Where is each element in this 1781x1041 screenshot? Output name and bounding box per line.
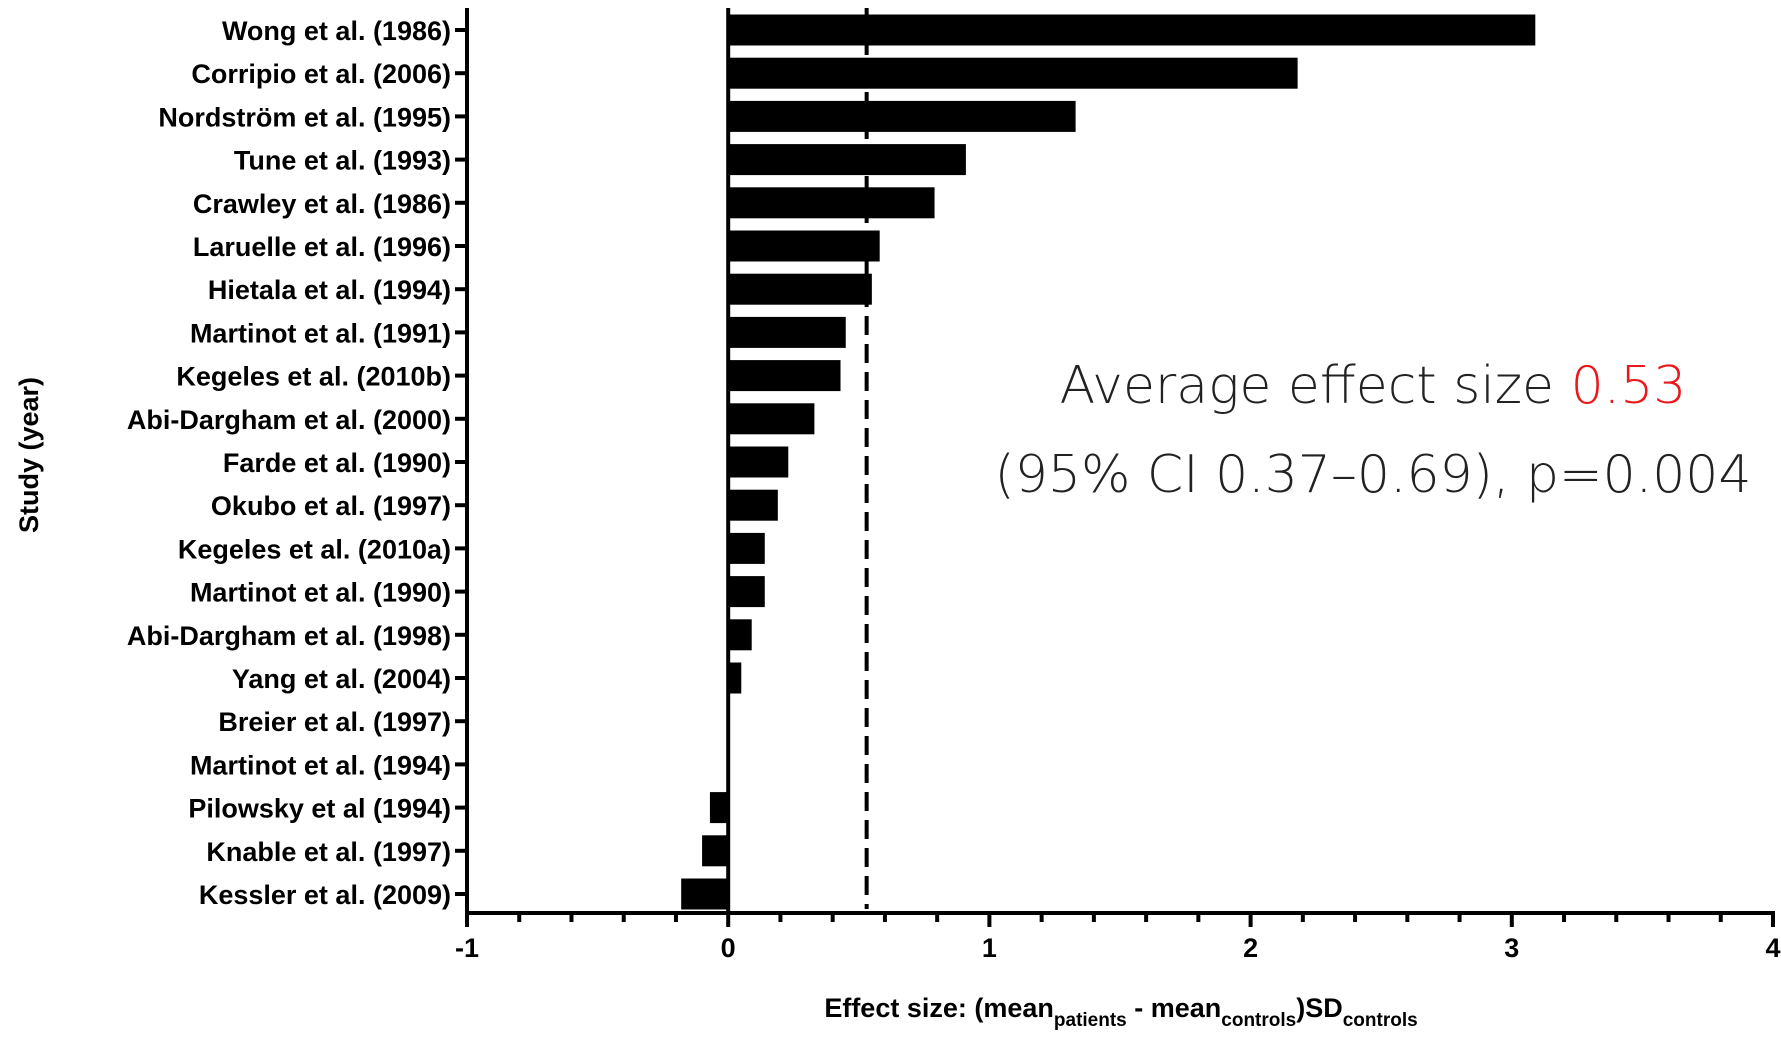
x-axis-title-sub-patients: patients — [1054, 1010, 1127, 1031]
bar — [728, 187, 935, 219]
bar — [728, 100, 1076, 132]
bar — [728, 619, 752, 651]
x-tick-label: 3 — [1504, 933, 1519, 963]
study-label: Knable et al. (1997) — [206, 837, 451, 867]
average-effect-value: 0.53 — [1571, 356, 1687, 416]
axes: -1 0 1 2 3 4 — [455, 8, 1781, 963]
bar — [728, 57, 1298, 89]
study-label: Wong et al. (1986) — [222, 16, 451, 46]
x-axis-title: Effect size: (meanpatients - meancontrol… — [824, 993, 1417, 1031]
bar — [728, 14, 1536, 46]
study-label: Nordström et al. (1995) — [158, 102, 451, 132]
study-label: Kegeles et al. (2010b) — [176, 362, 451, 392]
study-label: Abi-Dargham et al. (1998) — [127, 621, 451, 651]
study-label: Yang et al. (2004) — [232, 664, 451, 694]
study-label: Abi-Dargham et al. (2000) — [127, 405, 451, 435]
study-label: Martinot et al. (1990) — [190, 578, 451, 608]
average-effect-annotation: Average effect size 0.53 — [1060, 356, 1687, 416]
study-label: Martinot et al. (1994) — [190, 750, 451, 780]
bar — [728, 403, 815, 435]
x-tick-label: 1 — [982, 933, 997, 963]
x-tick-label: 2 — [1243, 933, 1258, 963]
x-axis-title-sub-controls: controls — [1221, 1010, 1296, 1031]
study-label: Tune et al. (1993) — [234, 146, 451, 176]
study-label: Kegeles et al. (2010a) — [178, 534, 451, 564]
bar — [728, 360, 841, 392]
bar — [728, 662, 742, 694]
bar — [728, 532, 765, 564]
x-tick-label: -1 — [455, 933, 479, 963]
x-axis-title-prefix: Effect size: (mean — [824, 993, 1054, 1023]
study-label: Okubo et al. (1997) — [211, 491, 451, 521]
study-label: Kessler et al. (2009) — [199, 880, 451, 910]
x-axis-title-mid: - mean — [1127, 993, 1222, 1023]
study-label: Crawley et al. (1986) — [193, 189, 451, 219]
bar — [728, 144, 966, 176]
study-labels: Wong et al. (1986) Corripio et al. (2006)… — [127, 16, 451, 910]
bar — [728, 489, 778, 521]
study-label: Breier et al. (1997) — [218, 707, 451, 737]
x-tick-label: 4 — [1765, 933, 1780, 963]
bar — [728, 230, 880, 262]
bar — [728, 316, 846, 348]
bar — [728, 576, 765, 608]
bar — [728, 273, 872, 305]
study-label: Hietala et al. (1994) — [208, 275, 451, 305]
x-tick-label: 0 — [721, 933, 736, 963]
bar — [709, 792, 729, 824]
study-label: Pilowsky et al (1994) — [188, 794, 451, 824]
study-label: Laruelle et al. (1996) — [193, 232, 451, 262]
study-label: Corripio et al. (2006) — [191, 59, 451, 89]
study-label: Farde et al. (1990) — [223, 448, 451, 478]
confidence-interval-annotation: (95% CI 0.37–0.69), p=0.004 — [995, 445, 1752, 505]
bar — [681, 878, 729, 910]
bars-layer — [681, 14, 1536, 910]
x-axis-title-sd: )SD — [1296, 993, 1343, 1023]
y-axis-title: Study (year) — [14, 377, 44, 533]
bar — [728, 446, 789, 478]
x-axis-title-sub-controls-2: controls — [1343, 1010, 1418, 1031]
average-effect-prefix: Average effect size — [1060, 356, 1571, 416]
bar — [702, 835, 729, 867]
study-label: Martinot et al. (1991) — [190, 318, 451, 348]
